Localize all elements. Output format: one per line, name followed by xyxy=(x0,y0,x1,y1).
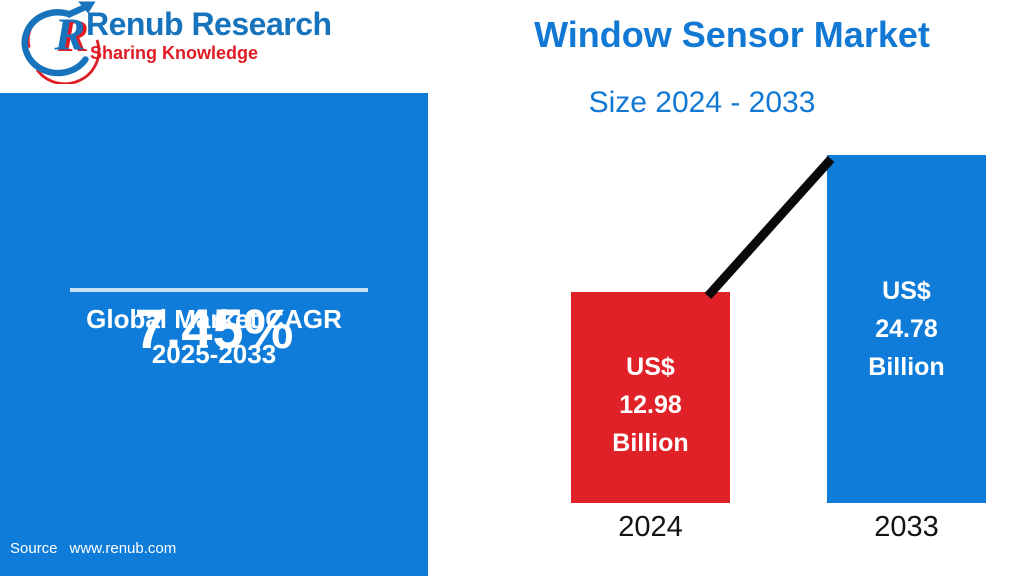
x-axis-label-2024: 2024 xyxy=(618,511,683,543)
svg-text:R: R xyxy=(53,8,85,59)
bar-2033: US$ 24.78 Billion xyxy=(827,155,986,503)
source-line: Source www.renub.com xyxy=(10,540,176,557)
bar-2024-label-line3: Billion xyxy=(612,428,689,457)
cagr-period: 2025-2033 xyxy=(151,339,277,369)
page-subtitle: Size 2024 - 2033 xyxy=(588,86,816,119)
bar-2024-label-line1: US$ xyxy=(626,352,675,381)
x-axis-label-2033: 2033 xyxy=(874,511,939,543)
bar-2024: US$ 12.98 Billion xyxy=(571,292,730,503)
brand-tagline: Sharing Knowledge xyxy=(90,43,259,63)
renub-logo-icon: R R xyxy=(21,1,101,84)
source-url: www.renub.com xyxy=(69,540,177,557)
bar-2033-label-line1: US$ xyxy=(882,277,931,305)
svg-text:R: R xyxy=(57,10,89,61)
bar-2033-label-line2: 24.78 xyxy=(875,315,938,343)
bar-2033-label-line3: Billion xyxy=(868,353,945,381)
bar-2024-value-label: US$ 12.98 Billion xyxy=(612,348,688,462)
cagr-label: Global Market CAGR xyxy=(86,304,342,334)
cagr-panel: 7.45% Global Market CAGR 2025-2033 Sourc… xyxy=(0,93,428,576)
divider-line xyxy=(70,288,368,292)
page-title: Window Sensor Market xyxy=(534,14,930,55)
bar-2024-label-line2: 12.98 xyxy=(619,390,682,419)
brand-name: Renub Research xyxy=(86,6,332,42)
bar-2033-value-label: US$ 24.78 Billion xyxy=(868,272,944,386)
source-label: Source xyxy=(10,540,58,557)
cagr-value: 7.45% xyxy=(134,297,294,360)
